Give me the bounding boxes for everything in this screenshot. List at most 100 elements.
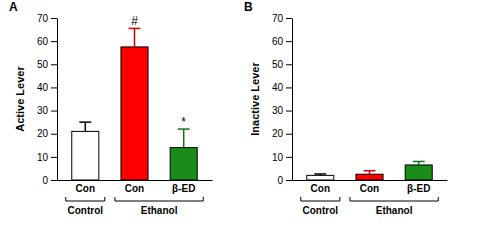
y-tick-label: 0 — [42, 175, 48, 186]
y-tick: 50 — [272, 59, 292, 70]
y-tick: 10 — [272, 152, 292, 163]
y-tick-label: 70 — [272, 13, 284, 24]
group-bracket — [301, 197, 340, 201]
y-tick-mark — [286, 18, 292, 19]
y-tick: 70 — [272, 13, 292, 24]
x-tick: β-ED — [407, 180, 430, 194]
group-label: Ethanol — [376, 205, 413, 216]
bar — [307, 175, 334, 180]
y-tick: 60 — [272, 36, 292, 47]
y-tick-mark — [286, 87, 292, 88]
error-bar-cap — [79, 121, 91, 123]
y-axis-line — [57, 19, 58, 181]
y-axis-line — [292, 19, 293, 181]
x-tick-label: Con — [125, 183, 144, 194]
bar — [405, 165, 432, 180]
figure: A 0 10 20 30 40 50 60 70 Active Lever Con Con β-ED # *… — [0, 0, 477, 225]
panel-label: B — [244, 0, 253, 14]
group-label: Control — [303, 205, 339, 216]
x-axis-line — [58, 180, 213, 181]
y-tick-label: 30 — [272, 105, 284, 116]
y-tick-label: 50 — [37, 59, 49, 70]
y-tick: 50 — [37, 59, 57, 70]
y-tick: 40 — [37, 82, 57, 93]
y-tick-mark — [51, 41, 57, 42]
error-bar — [178, 129, 190, 148]
y-tick-label: 60 — [37, 36, 49, 47]
x-tick-label: Con — [311, 183, 330, 194]
panel: B010203040506070Inactive LeverConConβ-ED… — [244, 0, 448, 216]
y-tick-label: 0 — [277, 175, 283, 186]
y-tick-mark — [51, 111, 57, 112]
y-tick-mark — [286, 41, 292, 42]
bar — [72, 131, 99, 180]
group-bracket — [66, 197, 105, 201]
y-axis-title: Active Lever — [14, 66, 26, 132]
y-tick-label: 20 — [272, 128, 284, 139]
group-label: Control — [68, 205, 104, 216]
annotation: # — [131, 14, 138, 28]
y-tick: 20 — [37, 128, 57, 139]
y-tick-mark — [51, 87, 57, 88]
y-tick-label: 50 — [272, 59, 284, 70]
y-axis: 0 10 20 30 40 50 60 70 — [272, 13, 293, 186]
x-axis: Con Con β-ED — [58, 180, 213, 194]
error-bar-cap — [314, 173, 326, 175]
y-tick: 40 — [272, 82, 292, 93]
y-tick: 0 — [277, 175, 292, 186]
x-tick-label: Con — [360, 183, 379, 194]
y-tick-mark — [51, 157, 57, 158]
y-tick: 60 — [37, 36, 57, 47]
y-tick-mark — [51, 134, 57, 135]
error-bar-cap — [413, 161, 425, 163]
x-tick-label: Con — [76, 183, 95, 194]
y-tick-mark — [286, 111, 292, 112]
x-tick: Con — [360, 180, 379, 194]
y-tick-mark — [51, 180, 57, 181]
error-bar — [364, 171, 376, 174]
bar — [170, 148, 197, 180]
panel-label: A — [9, 0, 18, 14]
x-axis-line — [293, 180, 448, 181]
x-axis: Con Con β-ED — [293, 180, 448, 194]
y-tick: 30 — [37, 105, 57, 116]
y-tick-label: 70 — [37, 13, 49, 24]
x-tick-label: β-ED — [172, 183, 195, 194]
x-tick: Con — [76, 180, 95, 194]
panel: A 0 10 20 30 40 50 60 70 Active Lever Con Con β-ED # *… — [9, 0, 213, 216]
x-tick: β-ED — [172, 180, 195, 194]
y-tick-mark — [286, 134, 292, 135]
y-tick-mark — [286, 157, 292, 158]
error-bar-stem — [134, 28, 136, 47]
x-tick: Con — [311, 180, 330, 194]
error-bar — [413, 161, 425, 164]
y-tick-label: 40 — [272, 82, 284, 93]
error-bar — [79, 122, 91, 131]
y-tick: 10 — [37, 152, 57, 163]
error-bar-stem — [183, 129, 185, 148]
y-tick-label: 10 — [37, 152, 49, 163]
y-tick-label: 10 — [272, 152, 284, 163]
x-tick: Con — [125, 180, 144, 194]
marks — [307, 161, 432, 180]
marks — [72, 28, 197, 180]
y-tick-label: 60 — [272, 36, 284, 47]
x-tick-label: β-ED — [407, 183, 430, 194]
y-axis: 0 10 20 30 40 50 60 70 — [37, 13, 58, 186]
y-tick-mark — [51, 18, 57, 19]
group-bracket — [350, 197, 438, 201]
y-tick-label: 40 — [37, 82, 49, 93]
error-bar-cap — [364, 170, 376, 172]
y-tick-mark — [286, 64, 292, 65]
error-bar-stem — [85, 122, 87, 131]
y-tick-mark — [51, 64, 57, 65]
bar — [356, 174, 383, 180]
bar — [121, 47, 148, 180]
y-tick-label: 30 — [37, 105, 49, 116]
annotation: * — [181, 115, 186, 129]
group-label: Ethanol — [141, 205, 178, 216]
error-bar — [314, 174, 326, 175]
error-bar — [129, 28, 141, 47]
y-tick-mark — [286, 180, 292, 181]
y-tick: 0 — [42, 175, 57, 186]
